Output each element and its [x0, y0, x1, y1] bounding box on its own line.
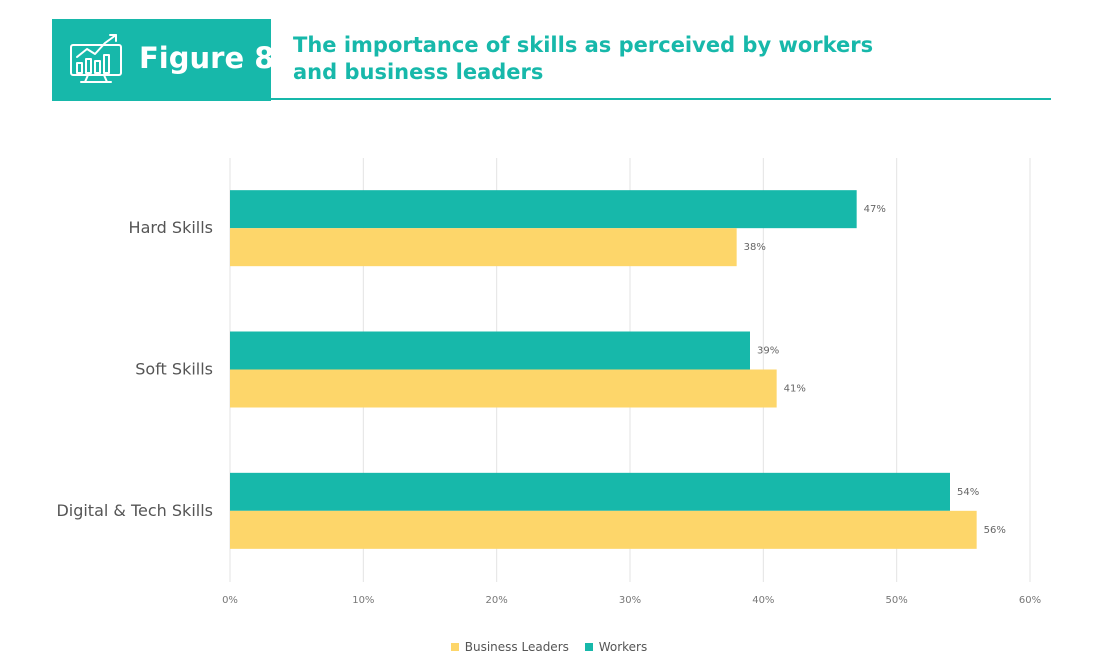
bar-business-leaders-digital-tech-skills — [230, 510, 977, 549]
legend-label-workers: Workers — [598, 640, 648, 654]
x-tick-label: 40% — [752, 595, 774, 606]
category-label-hard-skills: Hard Skills — [129, 218, 213, 237]
data-label-workers-digital-tech-skills: 54% — [957, 487, 979, 498]
legend-label-business-leaders: Business Leaders — [464, 640, 569, 654]
figure-badge: Figure 8 — [52, 19, 275, 101]
title-line-2: and business leaders — [293, 60, 544, 84]
x-tick-label: 30% — [619, 595, 641, 606]
bar-business-leaders-soft-skills — [230, 369, 777, 408]
figure-label: Figure 8 — [139, 41, 275, 75]
data-label-business-leaders-soft-skills: 41% — [784, 384, 806, 395]
legend-item-workers: Workers — [584, 640, 648, 654]
category-label-digital-tech-skills: Digital & Tech Skills — [56, 501, 213, 520]
data-label-workers-hard-skills: 47% — [864, 204, 886, 215]
title-line-1: The importance of skills as perceived by… — [293, 33, 874, 57]
legend-item-business-leaders: Business Leaders — [450, 640, 569, 654]
bar-workers-hard-skills — [230, 190, 857, 229]
x-tick-label: 60% — [1019, 595, 1041, 606]
x-tick-label: 10% — [352, 595, 374, 606]
category-label-soft-skills: Soft Skills — [135, 360, 213, 379]
chart-monitor-icon — [70, 34, 122, 83]
x-tick-label: 20% — [486, 595, 508, 606]
bar-business-leaders-hard-skills — [230, 228, 737, 267]
bar-workers-soft-skills — [230, 331, 750, 370]
data-label-business-leaders-hard-skills: 38% — [744, 242, 766, 253]
legend: Business Leaders Workers — [0, 640, 1098, 654]
bar-workers-digital-tech-skills — [230, 472, 950, 511]
legend-swatch-workers — [584, 643, 593, 651]
x-tick-label: 50% — [886, 595, 908, 606]
chart-title: The importance of skills as perceived by… — [293, 32, 913, 86]
legend-swatch-business-leaders — [450, 643, 459, 651]
data-label-business-leaders-digital-tech-skills: 56% — [984, 525, 1006, 536]
data-label-workers-soft-skills: 39% — [757, 346, 779, 357]
x-tick-label: 0% — [222, 595, 238, 606]
title-rule — [271, 98, 1051, 100]
